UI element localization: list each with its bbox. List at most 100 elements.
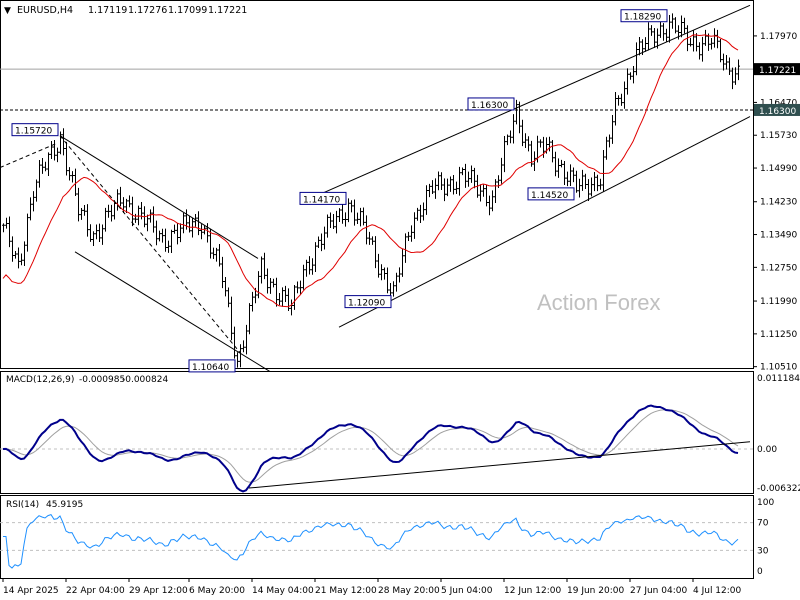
ohlc-bar xyxy=(47,152,50,176)
time-axis-label: 19 Jun 20:00 xyxy=(567,586,624,596)
ohlc-bar xyxy=(269,277,272,294)
ohlc-bar xyxy=(86,204,89,237)
ohlc-bar xyxy=(548,136,551,152)
ohlc-bar xyxy=(248,303,251,335)
time-axis-label: 28 May 20:00 xyxy=(378,586,440,596)
ohlc-bar xyxy=(674,17,677,34)
ohlc-bar xyxy=(494,179,497,203)
ohlc-bar xyxy=(14,251,17,259)
ohlc-bar xyxy=(272,278,275,288)
ohlc-bar xyxy=(74,168,77,197)
ohlc-bar xyxy=(398,267,401,283)
ohlc-bar xyxy=(512,114,515,144)
ohlc-bar xyxy=(218,244,221,267)
prior-dashed-line[interactable] xyxy=(0,142,58,169)
ohlc-bar xyxy=(482,184,485,197)
ohlc-bar xyxy=(125,198,128,213)
price-label: 1.14520 xyxy=(531,191,568,201)
ohlc-bar xyxy=(557,158,560,178)
ohlc-bar xyxy=(665,28,668,42)
ohlc-bar xyxy=(374,236,377,269)
ohlc-bar xyxy=(347,198,350,223)
ohlc-bar xyxy=(719,39,722,63)
rising-channel-lower[interactable] xyxy=(338,116,751,328)
ohlc-bar xyxy=(503,135,506,173)
price-tick-label: 1.15730 xyxy=(760,131,797,141)
ohlc-bar xyxy=(554,151,557,177)
time-axis-label: 21 May 12:00 xyxy=(315,586,377,596)
ohlc-bar xyxy=(692,30,695,52)
ohlc-bar xyxy=(647,22,650,51)
ohlc-bar xyxy=(44,161,47,172)
ohlc-bar xyxy=(323,226,326,250)
ohlc-bar xyxy=(584,173,587,189)
ohlc-bar xyxy=(59,131,62,155)
ohlc-bar xyxy=(659,19,662,38)
ohlc-bar xyxy=(200,224,203,240)
ohlc-bar xyxy=(89,224,92,242)
ohlc-bar xyxy=(725,54,728,70)
rsi-axis-label: 100 xyxy=(757,498,774,508)
ohlc-bar xyxy=(437,171,440,191)
time-axis-label: 12 Jun 12:00 xyxy=(504,586,561,596)
ohlc-bar xyxy=(317,236,320,248)
falling-channel-lower[interactable] xyxy=(74,251,271,372)
ohlc-bar xyxy=(521,119,524,147)
rsi-panel-frame xyxy=(0,495,754,579)
ohlc-bar xyxy=(212,247,215,260)
ohlc-bar xyxy=(128,195,131,208)
ohlc-bar xyxy=(230,296,233,341)
macd-axis-label: 0.00 xyxy=(757,445,777,455)
rising-channel-upper[interactable] xyxy=(299,4,751,204)
ohlc-bar xyxy=(452,175,455,195)
ohlc-bar xyxy=(368,231,371,245)
ohlc-bar xyxy=(575,170,578,193)
ohlc-bar xyxy=(98,223,101,242)
price-label: 1.14170 xyxy=(303,195,340,205)
macd-signal-line xyxy=(2,409,739,483)
current-price-tag-text: 1.17221 xyxy=(759,66,796,76)
ohlc-bar xyxy=(449,176,452,192)
ohlc-bar xyxy=(644,37,647,52)
price-label: 1.12090 xyxy=(348,299,385,309)
time-axis-label: 4 Jul 12:00 xyxy=(693,586,742,596)
ohlc-bar xyxy=(578,178,581,198)
time-axis-label: 5 Jun 04:00 xyxy=(441,586,493,596)
ohlc-bar xyxy=(509,130,512,144)
ohlc-bar xyxy=(560,159,563,168)
ohlc-bar xyxy=(38,159,41,188)
ohlc-bar xyxy=(443,178,446,202)
ohlc-bar xyxy=(401,249,404,277)
ohlc-bar xyxy=(356,212,359,224)
rsi-axis-label: 0 xyxy=(757,567,763,577)
ohlc-bar xyxy=(296,281,299,294)
ohlc-bar xyxy=(20,253,23,266)
ohlc-bar xyxy=(473,167,476,189)
ohlc-bar xyxy=(698,42,701,60)
ohlc-bar xyxy=(5,217,8,229)
ohlc-bar xyxy=(527,136,530,152)
ohlc-bar xyxy=(662,23,665,41)
macd-panel-frame xyxy=(0,371,754,494)
price-tick-label: 1.14230 xyxy=(760,198,797,208)
ohlc-bar xyxy=(26,213,29,252)
ohlc-bar xyxy=(119,186,122,207)
macd-trendline[interactable] xyxy=(248,441,751,489)
ohlc-bar xyxy=(455,181,458,194)
ohlc-bar xyxy=(131,196,134,227)
ohlc-bar xyxy=(341,204,344,224)
ohlc-bar xyxy=(728,57,731,76)
falling-channel-upper[interactable] xyxy=(59,135,259,259)
ohlc-bar xyxy=(197,211,200,236)
ohlc-bar xyxy=(155,220,158,246)
ohlc-bar xyxy=(590,177,593,197)
rsi-axis-label: 70 xyxy=(757,519,769,529)
collapse-triangle-icon[interactable]: ▼ xyxy=(4,6,11,16)
ohlc-bar xyxy=(164,228,167,252)
ohlc-bar xyxy=(41,157,44,174)
level-price-tag-text: 1.16300 xyxy=(759,107,796,117)
ohlc-bar xyxy=(8,216,11,248)
falling-dashed-line[interactable] xyxy=(59,135,241,353)
ohlc-bar xyxy=(299,280,302,295)
